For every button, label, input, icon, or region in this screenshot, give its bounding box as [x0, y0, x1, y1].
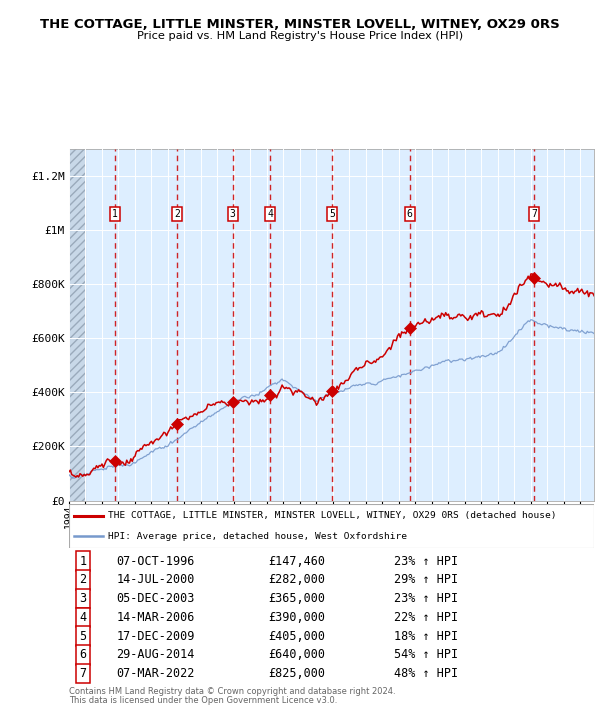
Text: 4: 4 — [267, 209, 273, 219]
Text: £147,460: £147,460 — [269, 555, 325, 567]
Text: 07-MAR-2022: 07-MAR-2022 — [116, 667, 194, 680]
Text: 05-DEC-2003: 05-DEC-2003 — [116, 592, 194, 605]
Text: 2: 2 — [174, 209, 180, 219]
Text: £390,000: £390,000 — [269, 611, 325, 624]
Text: 23% ↑ HPI: 23% ↑ HPI — [395, 592, 458, 605]
Text: £640,000: £640,000 — [269, 648, 325, 662]
Text: £405,000: £405,000 — [269, 630, 325, 643]
Text: 3: 3 — [80, 592, 87, 605]
Text: 07-OCT-1996: 07-OCT-1996 — [116, 555, 194, 567]
Text: 6: 6 — [80, 648, 87, 662]
Text: 22% ↑ HPI: 22% ↑ HPI — [395, 611, 458, 624]
Text: 18% ↑ HPI: 18% ↑ HPI — [395, 630, 458, 643]
Text: 3: 3 — [230, 209, 236, 219]
Text: 7: 7 — [80, 667, 87, 680]
Text: £825,000: £825,000 — [269, 667, 325, 680]
Text: THE COTTAGE, LITTLE MINSTER, MINSTER LOVELL, WITNEY, OX29 0RS (detached house): THE COTTAGE, LITTLE MINSTER, MINSTER LOV… — [109, 511, 557, 520]
Text: 48% ↑ HPI: 48% ↑ HPI — [395, 667, 458, 680]
Text: 1: 1 — [112, 209, 118, 219]
Text: 54% ↑ HPI: 54% ↑ HPI — [395, 648, 458, 662]
Text: 5: 5 — [329, 209, 335, 219]
Bar — [69, 149, 85, 501]
Text: 7: 7 — [531, 209, 537, 219]
Text: 5: 5 — [80, 630, 87, 643]
Text: 1: 1 — [80, 555, 87, 567]
Text: £282,000: £282,000 — [269, 573, 325, 586]
Text: 17-DEC-2009: 17-DEC-2009 — [116, 630, 194, 643]
Bar — [69, 149, 85, 501]
Text: HPI: Average price, detached house, West Oxfordshire: HPI: Average price, detached house, West… — [109, 532, 407, 541]
Text: 14-JUL-2000: 14-JUL-2000 — [116, 573, 194, 586]
Text: 23% ↑ HPI: 23% ↑ HPI — [395, 555, 458, 567]
Text: Price paid vs. HM Land Registry's House Price Index (HPI): Price paid vs. HM Land Registry's House … — [137, 31, 463, 41]
Text: 2: 2 — [80, 573, 87, 586]
Text: 6: 6 — [407, 209, 413, 219]
Text: This data is licensed under the Open Government Licence v3.0.: This data is licensed under the Open Gov… — [69, 696, 337, 705]
Text: 29% ↑ HPI: 29% ↑ HPI — [395, 573, 458, 586]
Text: £365,000: £365,000 — [269, 592, 325, 605]
Text: Contains HM Land Registry data © Crown copyright and database right 2024.: Contains HM Land Registry data © Crown c… — [69, 687, 395, 696]
Text: 29-AUG-2014: 29-AUG-2014 — [116, 648, 194, 662]
Text: 14-MAR-2006: 14-MAR-2006 — [116, 611, 194, 624]
Text: THE COTTAGE, LITTLE MINSTER, MINSTER LOVELL, WITNEY, OX29 0RS: THE COTTAGE, LITTLE MINSTER, MINSTER LOV… — [40, 18, 560, 31]
Text: 4: 4 — [80, 611, 87, 624]
